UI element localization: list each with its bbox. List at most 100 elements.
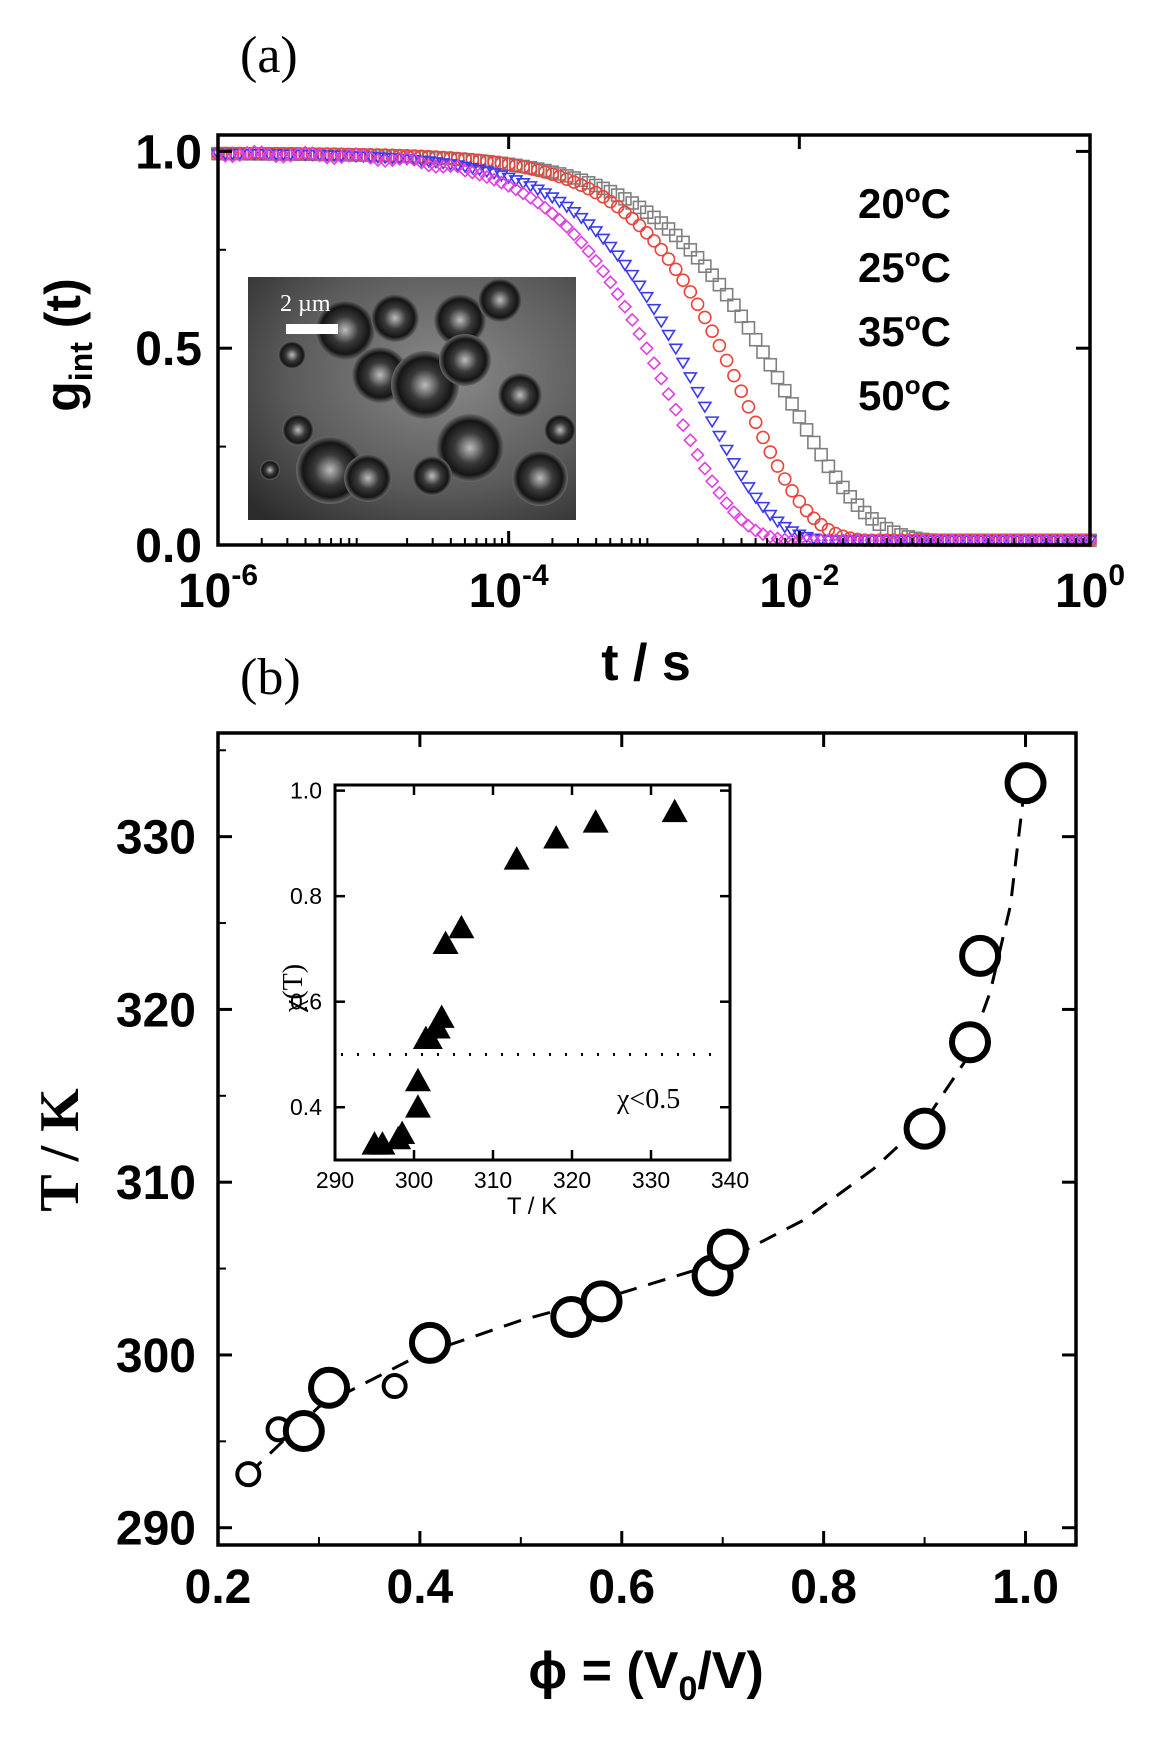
data-point bbox=[392, 151, 407, 166]
data-point bbox=[937, 535, 953, 548]
inset-y-tick-label: 0.6 bbox=[290, 989, 322, 1015]
data-point bbox=[385, 152, 400, 168]
data-point bbox=[690, 447, 705, 462]
data-point bbox=[552, 169, 567, 184]
micrograph-particle bbox=[478, 278, 522, 322]
data-point bbox=[959, 535, 974, 548]
inset-x-tick-label: 320 bbox=[553, 1167, 591, 1193]
micrograph-particle bbox=[260, 460, 280, 480]
data-point bbox=[1024, 535, 1040, 548]
panel-b-frame bbox=[216, 731, 1078, 1547]
legend-item-25C: 25oC bbox=[858, 242, 951, 291]
inset-ylabel: χ(T) bbox=[278, 964, 309, 1013]
data-point bbox=[682, 372, 698, 385]
data-point bbox=[719, 353, 734, 368]
data-point bbox=[371, 148, 385, 162]
data-point bbox=[530, 195, 545, 210]
panel-a-axes: 10-6 10-4 10-2 100 0.0 0.5 1.0 bbox=[135, 126, 1125, 618]
micrograph-inset: 2 µm bbox=[248, 277, 576, 520]
data-point bbox=[239, 145, 255, 161]
data-point bbox=[581, 219, 597, 232]
data-point bbox=[639, 291, 655, 304]
data-point bbox=[741, 518, 756, 533]
data-point bbox=[1075, 535, 1091, 548]
data-point bbox=[574, 235, 589, 250]
x-tick-label: 0.6 bbox=[588, 1561, 655, 1614]
data-point bbox=[523, 190, 538, 205]
data-point bbox=[828, 535, 844, 548]
data-point bbox=[705, 268, 719, 282]
data-point bbox=[712, 277, 727, 292]
x-tick-label: 1.0 bbox=[992, 1561, 1059, 1614]
data-point bbox=[566, 207, 582, 219]
data-point bbox=[625, 196, 640, 210]
data-point bbox=[516, 160, 531, 174]
data-point bbox=[741, 399, 756, 414]
data-point bbox=[567, 171, 581, 185]
data-point bbox=[777, 383, 792, 398]
data-point bbox=[545, 167, 560, 182]
data-point bbox=[596, 190, 610, 204]
x-tick-label: 0.2 bbox=[185, 1561, 252, 1614]
data-point bbox=[407, 152, 422, 167]
data-point bbox=[334, 149, 349, 165]
y-tick-label: 0.5 bbox=[135, 323, 202, 376]
data-point bbox=[646, 356, 662, 371]
data-point bbox=[706, 1228, 749, 1271]
data-point bbox=[712, 338, 727, 353]
panel-a-ylabel: gint (t) bbox=[35, 278, 99, 411]
data-point bbox=[574, 173, 589, 188]
data-point bbox=[1068, 535, 1083, 548]
data-point bbox=[580, 1280, 623, 1323]
data-point bbox=[261, 147, 276, 162]
inset-data-point bbox=[432, 930, 459, 955]
data-point bbox=[559, 219, 574, 234]
data-point bbox=[734, 384, 749, 398]
data-point bbox=[886, 525, 901, 539]
data-point bbox=[683, 433, 698, 448]
data-point bbox=[408, 1321, 451, 1364]
data-point bbox=[436, 159, 451, 174]
data-point bbox=[903, 1107, 946, 1150]
x-tick-label: 10-2 bbox=[759, 559, 839, 618]
data-point bbox=[381, 1373, 408, 1400]
data-point bbox=[450, 151, 465, 166]
data-point bbox=[602, 241, 618, 254]
micrograph-particle bbox=[544, 414, 576, 446]
data-point bbox=[574, 178, 589, 193]
data-point bbox=[625, 312, 640, 328]
micrograph-particle bbox=[371, 294, 419, 342]
data-point bbox=[683, 243, 698, 257]
data-point bbox=[704, 416, 720, 429]
data-point bbox=[661, 329, 676, 342]
data-point bbox=[719, 287, 734, 302]
data-point bbox=[995, 535, 1011, 548]
data-point bbox=[414, 155, 429, 170]
data-point bbox=[915, 535, 931, 548]
data-point bbox=[763, 445, 778, 459]
data-point bbox=[785, 484, 799, 498]
data-point bbox=[785, 397, 799, 411]
data-point bbox=[596, 181, 610, 196]
data-point bbox=[566, 227, 582, 242]
data-point bbox=[1060, 535, 1076, 548]
data-point bbox=[617, 259, 633, 272]
y-tick-label: 0.0 bbox=[135, 520, 202, 573]
data-point bbox=[567, 175, 581, 189]
data-point bbox=[792, 410, 807, 424]
data-point bbox=[589, 185, 603, 200]
data-point bbox=[632, 280, 647, 293]
micrograph-particle bbox=[498, 373, 542, 417]
data-point bbox=[828, 526, 843, 541]
data-point bbox=[748, 415, 763, 430]
data-point bbox=[763, 357, 778, 372]
panel-a-frame bbox=[216, 133, 1092, 547]
inset-data-point bbox=[404, 1067, 431, 1092]
data-point bbox=[850, 535, 865, 548]
data-point bbox=[479, 169, 494, 185]
data-point bbox=[624, 269, 640, 282]
panel-b-inset: 290 300 310 320 330 340 0.4 0.6 0.8 1.0 χ<0.5 χ(T… bbox=[278, 778, 749, 1220]
data-point bbox=[886, 535, 902, 548]
panel-b-label: (b) bbox=[240, 649, 301, 706]
